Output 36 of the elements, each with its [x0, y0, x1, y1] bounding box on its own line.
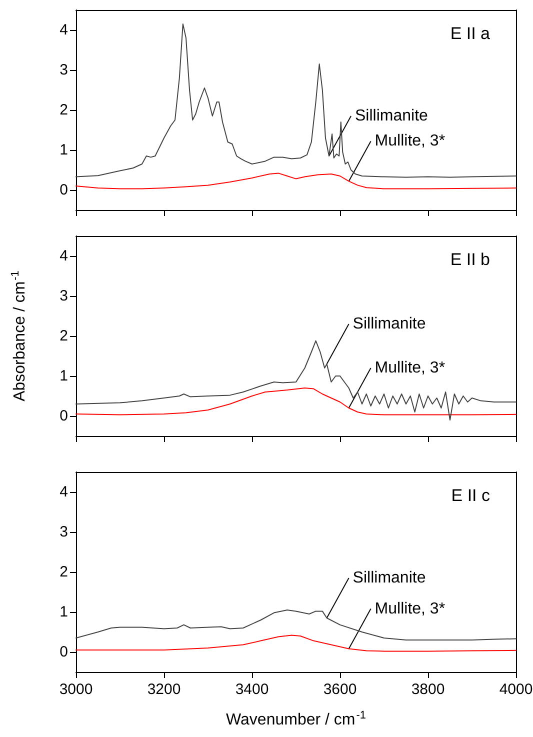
y-axis-title: Absorbance / cm-1 — [10, 270, 28, 402]
text: Sillimanite — [352, 316, 426, 332]
y-tick-label: 4 — [60, 22, 68, 38]
y-tick-label: 4 — [60, 484, 68, 500]
y-tick-label: 2 — [60, 564, 68, 580]
y-tick-label: 1 — [60, 368, 68, 384]
annotation: E II c — [451, 486, 490, 505]
x-tick-label: 3800 — [411, 681, 445, 698]
x-tick-label: 4000 — [499, 681, 533, 698]
y-tick-label: 0 — [60, 644, 68, 660]
y-tick-label: 0 — [60, 182, 68, 198]
y-tick-label: 1 — [60, 142, 68, 158]
y-tick-label: 0 — [60, 408, 68, 424]
x-tick-label: 3200 — [147, 681, 181, 698]
annotation: E II b — [450, 250, 490, 269]
y-tick-label: 3 — [60, 524, 68, 540]
y-tick-label: 2 — [60, 328, 68, 344]
line-series — [76, 388, 516, 416]
y-tick-label: 4 — [60, 248, 68, 264]
y-tick-label: 2 — [60, 102, 68, 118]
line-series — [76, 172, 516, 190]
series-label: Sillimanite — [355, 108, 428, 124]
x-tick-label: 3400 — [235, 681, 269, 698]
y-tick-label: 3 — [60, 288, 68, 304]
x-tick-label: 3600 — [323, 681, 357, 698]
y-tick-label: 3 — [60, 62, 68, 78]
annotation: E II a — [450, 24, 491, 43]
text: Mullite, 3* — [374, 132, 446, 150]
line-series — [76, 340, 516, 420]
y-tick-label: 1 — [60, 604, 68, 620]
text: Sillimanite — [352, 570, 426, 586]
line-series — [76, 634, 516, 652]
line-series — [76, 24, 516, 178]
x-tick-label: 3000 — [59, 681, 93, 698]
text: Mullite, 3* — [374, 360, 446, 376]
text: Mullite, 3* — [374, 600, 446, 618]
